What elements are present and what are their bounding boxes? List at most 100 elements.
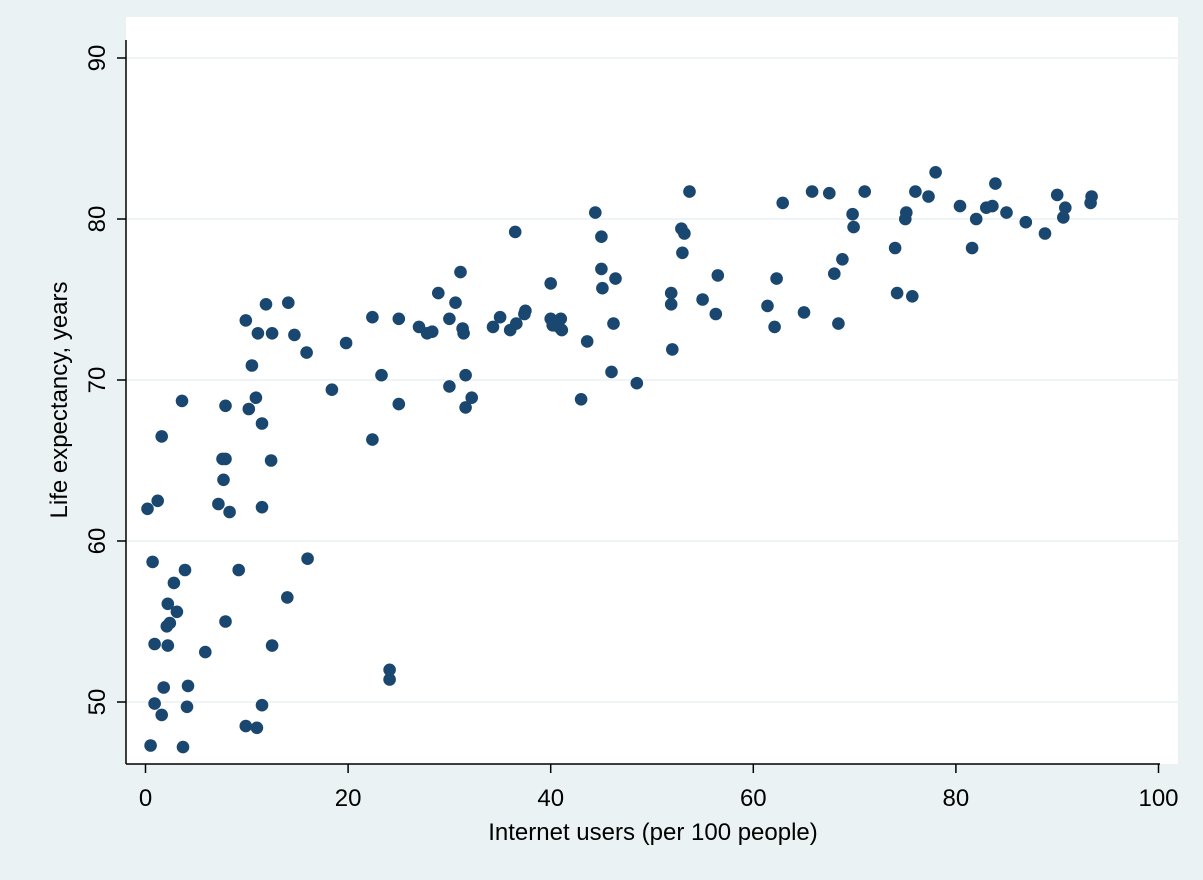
data-point	[232, 563, 245, 577]
data-point	[255, 417, 269, 430]
data-point	[711, 269, 725, 282]
data-point	[1038, 227, 1052, 240]
data-point	[251, 327, 265, 340]
data-point	[510, 317, 523, 330]
data-point	[828, 267, 841, 281]
data-point	[1000, 206, 1013, 219]
data-point	[605, 365, 618, 379]
tick-marks: 50 60 70 80 90 0 20 40 60 80 100	[84, 45, 1179, 812]
data-point	[486, 320, 500, 334]
data-point	[953, 199, 967, 213]
data-point	[709, 307, 723, 321]
data-point	[555, 323, 569, 337]
data-point	[922, 190, 935, 203]
data-point	[630, 376, 644, 390]
x-tick-label-40: 40	[537, 785, 564, 812]
data-point	[596, 281, 609, 295]
data-point	[282, 296, 295, 310]
data-point	[392, 397, 406, 411]
data-point	[170, 605, 184, 619]
data-point	[366, 310, 379, 324]
data-point	[219, 615, 232, 628]
data-point	[664, 286, 678, 300]
data-point	[155, 708, 168, 722]
data-point	[144, 739, 157, 752]
data-point	[265, 327, 279, 340]
x-tick-label-100: 100	[1138, 785, 1178, 812]
data-point	[768, 320, 781, 334]
data-point	[761, 299, 774, 313]
data-point	[969, 212, 983, 226]
data-point	[770, 272, 783, 285]
data-point	[589, 206, 602, 219]
data-point	[823, 186, 836, 200]
data-point	[519, 304, 532, 318]
data-point	[255, 698, 269, 712]
data-point	[965, 241, 979, 255]
data-point	[989, 177, 1002, 190]
data-point	[544, 277, 557, 290]
data-point	[554, 312, 568, 326]
data-point	[339, 336, 353, 350]
data-point	[832, 317, 845, 330]
data-point	[666, 343, 679, 356]
data-point	[255, 500, 269, 514]
data-point	[300, 346, 313, 359]
data-point	[595, 262, 608, 276]
data-point	[148, 697, 161, 710]
data-point	[683, 185, 696, 198]
data-point	[366, 433, 379, 446]
data-point	[847, 220, 860, 234]
data-point	[325, 383, 339, 397]
data-point	[375, 368, 388, 382]
data-point	[449, 296, 462, 310]
data-point	[219, 399, 232, 413]
x-axis-label: Internet users (per 100 people)	[488, 819, 818, 846]
data-point	[459, 401, 472, 414]
data-point	[574, 393, 588, 406]
y-tick-label-50: 50	[84, 689, 111, 716]
gridlines	[126, 57, 1178, 703]
data-point	[1057, 211, 1070, 224]
plot-area	[126, 17, 1178, 764]
data-point	[175, 394, 189, 408]
data-point	[459, 368, 472, 382]
data-point	[178, 563, 192, 577]
y-tick-label-70: 70	[84, 367, 111, 394]
data-point	[890, 286, 904, 300]
data-point	[595, 230, 608, 243]
data-point	[167, 576, 181, 590]
data-point	[664, 298, 678, 311]
data-point	[176, 740, 190, 754]
data-point	[432, 286, 445, 300]
axes	[125, 40, 1160, 765]
data-point	[146, 555, 159, 569]
data-point	[846, 207, 859, 221]
data-point	[223, 505, 236, 519]
data-point	[678, 227, 691, 240]
data-point	[443, 312, 456, 326]
data-point	[239, 719, 253, 733]
data-point	[219, 452, 232, 466]
data-point	[454, 265, 467, 279]
data-point	[465, 391, 479, 405]
data-point	[163, 616, 177, 630]
x-tick-label-20: 20	[335, 785, 362, 812]
data-point	[1019, 215, 1033, 229]
data-point	[141, 502, 154, 516]
y-tick-label-60: 60	[84, 528, 111, 555]
x-tick-label-80: 80	[943, 785, 970, 812]
data-point	[580, 335, 594, 348]
data-point	[161, 597, 175, 611]
data-point	[443, 380, 456, 393]
data-point	[181, 679, 195, 693]
data-point	[157, 681, 170, 694]
data-point	[676, 246, 689, 260]
data-point	[986, 199, 999, 213]
data-points	[141, 166, 1098, 754]
data-point	[383, 673, 396, 686]
data-point	[493, 310, 507, 324]
data-point	[212, 497, 225, 511]
data-point	[180, 700, 194, 714]
